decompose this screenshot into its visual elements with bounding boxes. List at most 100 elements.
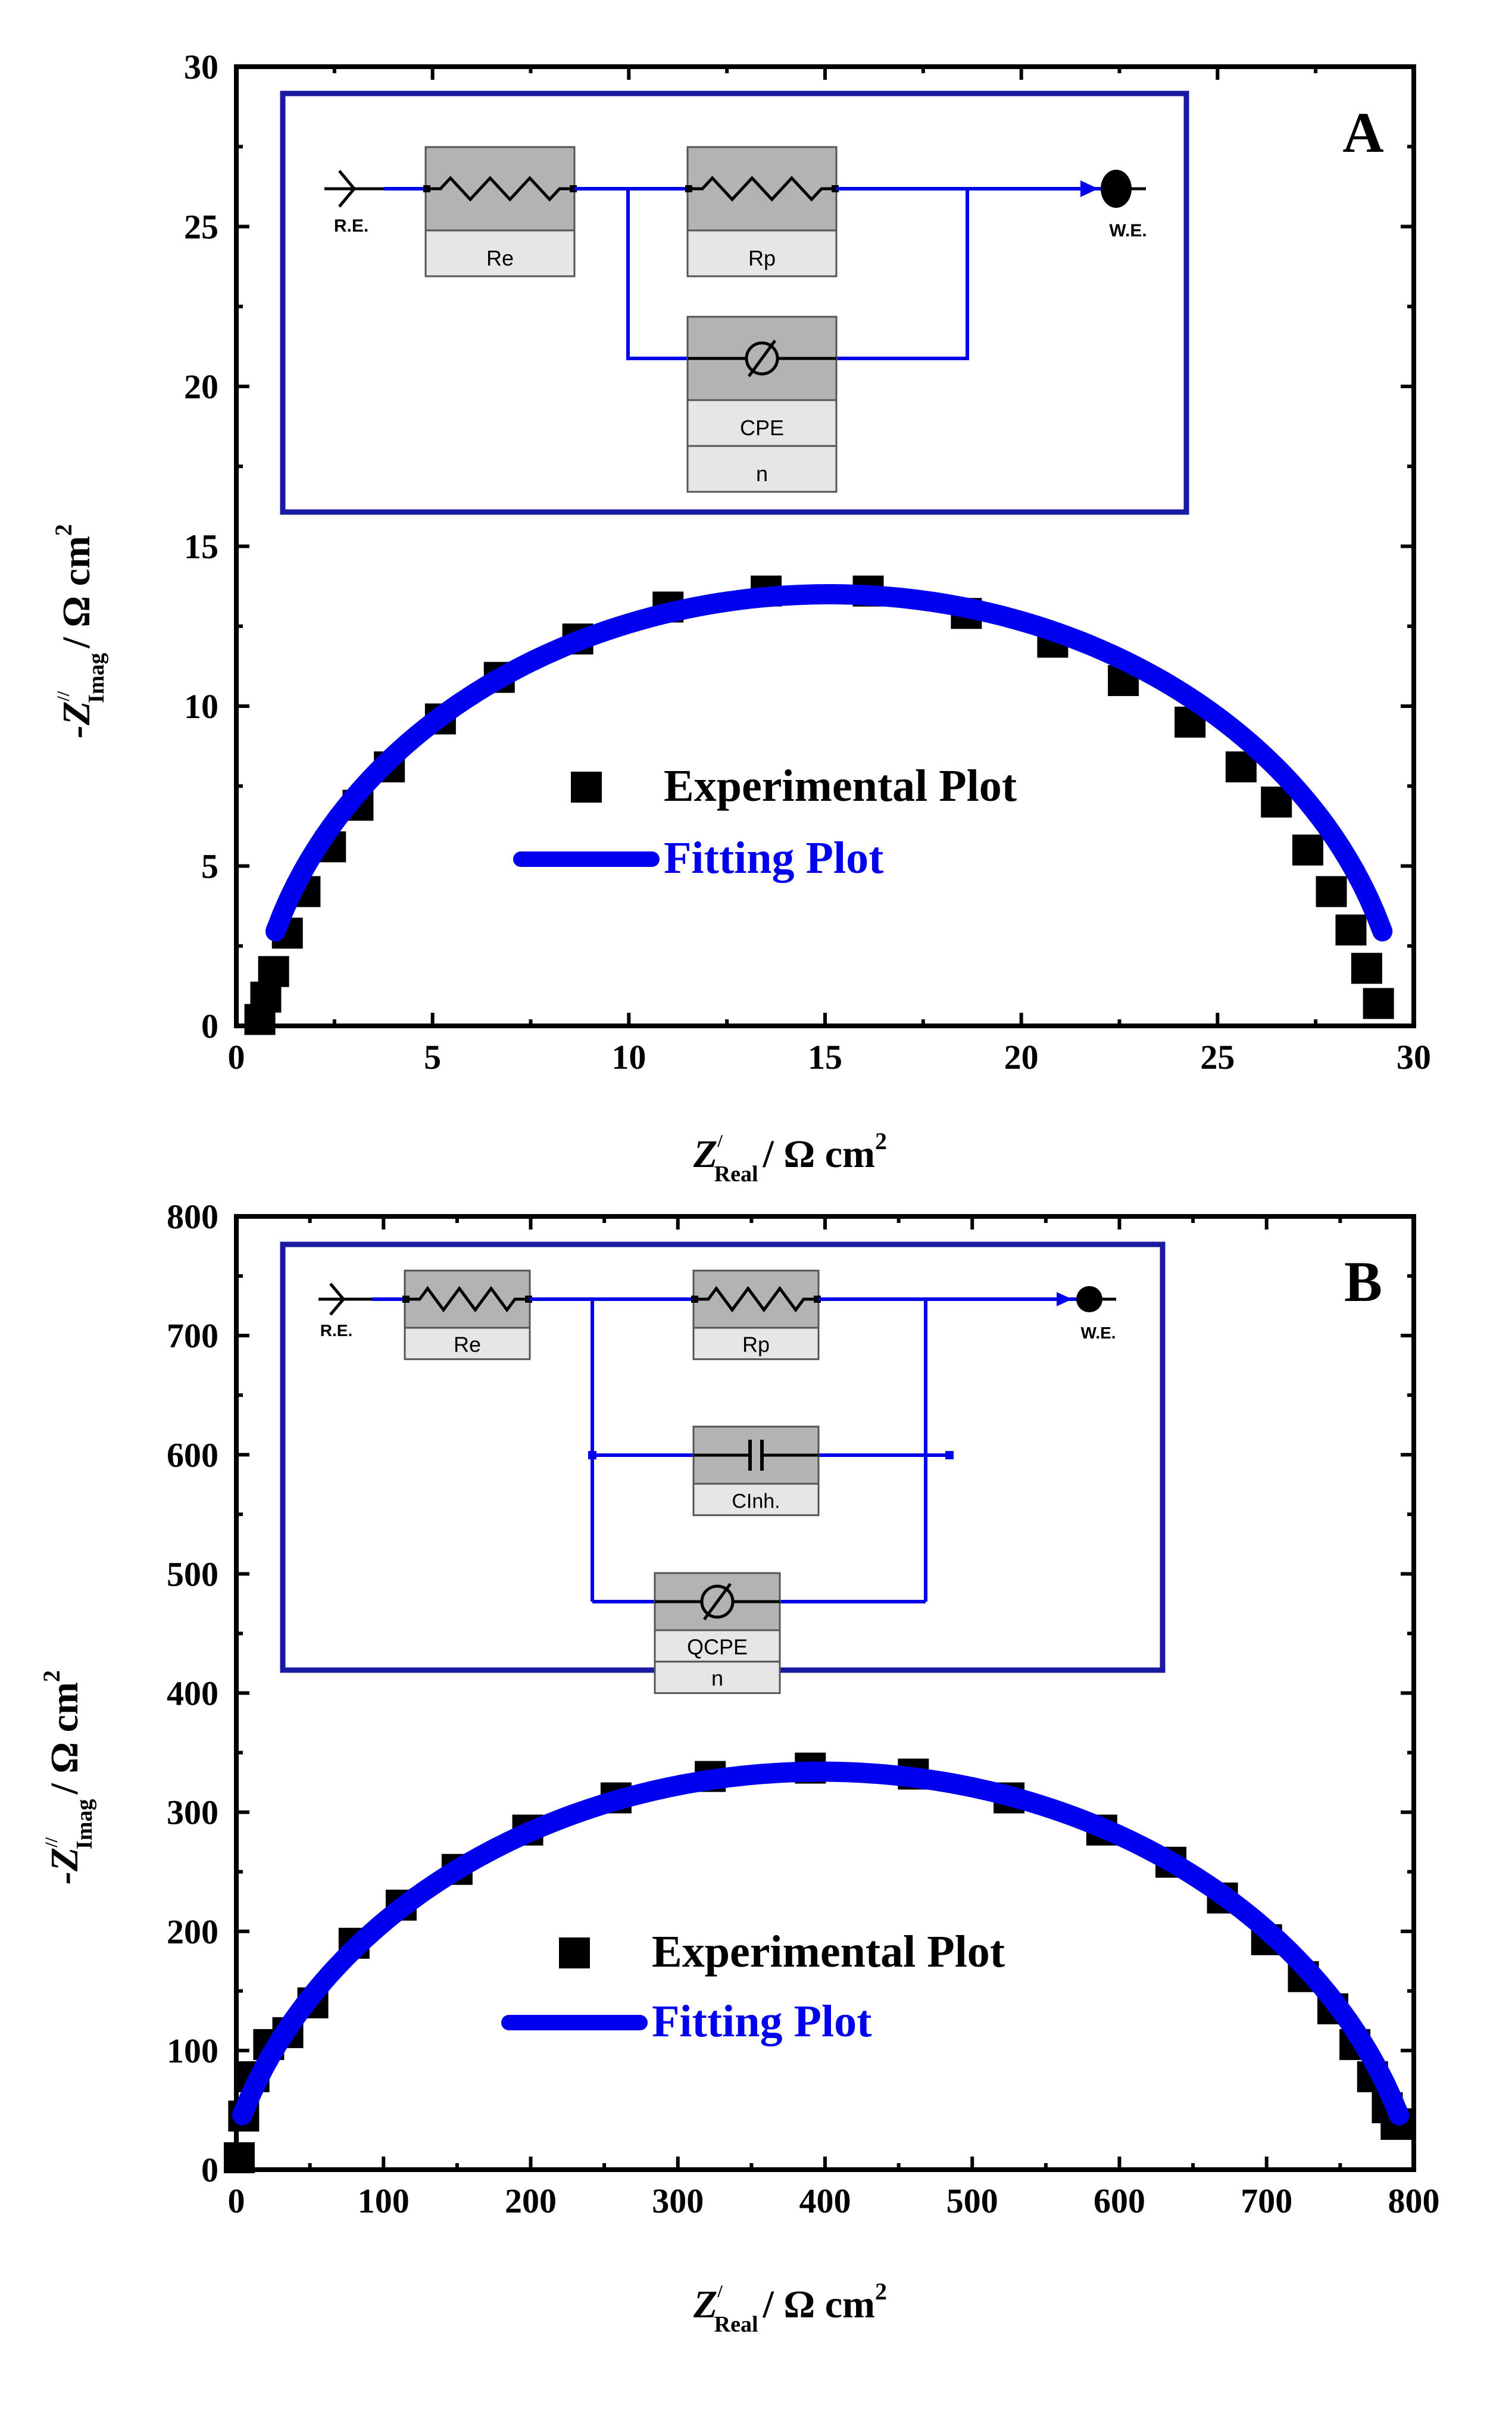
rp-element-label: Rp: [748, 246, 776, 270]
y-label-sup: 2: [38, 1670, 65, 1682]
experimental-point: [1292, 834, 1323, 866]
y-axis-label: -Z// Imag / Ω cm2: [50, 524, 109, 738]
x-label-sub: Real: [714, 1162, 758, 1187]
x-label-prime: /: [717, 2282, 723, 2301]
re-element: Re: [402, 1269, 532, 1361]
y-axis-label: -Z// Imag / Ω cm2: [38, 1670, 97, 1884]
y-tick-label: 0: [201, 2151, 218, 2189]
rp-element: Rp: [685, 146, 839, 277]
legend-experimental-marker: [571, 772, 602, 803]
y-label-main: -Z: [55, 701, 98, 738]
cpe-element-n-label: n: [756, 461, 768, 486]
experimental-point: [1363, 988, 1394, 1019]
cpe-element: CPE n: [686, 316, 838, 493]
y-tick-label: 200: [167, 1912, 218, 1951]
y-label-unit: / Ω cm: [55, 536, 98, 648]
x-tick-label: 200: [505, 2182, 557, 2220]
y-tick-label: 800: [167, 1197, 218, 1236]
experimental-point: [258, 956, 289, 987]
x-tick-label: 5: [424, 1038, 441, 1076]
x-tick-label: 400: [799, 2182, 851, 2220]
axis-ticks: [235, 1215, 1416, 2171]
cpe-element-label: CPE: [740, 416, 784, 440]
re-element-pin-left: [423, 185, 430, 192]
re-label: R.E.: [320, 1321, 352, 1340]
x-label-main: Z: [693, 2283, 717, 2326]
cinh-element-label-box: [692, 1483, 820, 1517]
cap-node-left: [588, 1451, 596, 1459]
rp-element-zigzag: [693, 1285, 819, 1313]
fitting-curve: [232, 1761, 1410, 2126]
x-label-unit: / Ω cm: [763, 1132, 875, 1176]
qcpe-element-n-box: [654, 1661, 781, 1695]
experimental-point: [1351, 953, 1382, 984]
x-tick-label: 800: [1388, 2182, 1440, 2220]
cpe-element-label-box: [686, 399, 838, 447]
y-tick-label: 600: [167, 1436, 218, 1474]
cpe-element-n-box: [686, 445, 838, 493]
we-arrowhead: [1057, 1292, 1072, 1306]
legend-fitting-label: Fitting Plot: [652, 1996, 871, 2046]
rp-element-label: Rp: [742, 1332, 770, 1356]
cinh-element: CInh.: [692, 1425, 820, 1517]
rp-element-pin-left: [685, 185, 692, 192]
x-tick-label: 25: [1200, 1038, 1235, 1076]
re-element-pin-left: [402, 1296, 410, 1303]
y-tick-label: 700: [167, 1316, 218, 1355]
rp-element-label-box: [686, 229, 838, 277]
y-tick-label: 5: [201, 847, 218, 886]
wire-branch-right: [836, 189, 969, 360]
experimental-point: [223, 2142, 255, 2173]
y-tick-label: 100: [167, 2032, 218, 2070]
x-tick-label: 300: [652, 2182, 704, 2220]
panel-B: 0 100 200 300 400 500 600 700 800 0 100 200 300 400 50…: [38, 1197, 1440, 2337]
experimental-point: [1316, 876, 1347, 907]
y-label-main: -Z: [43, 1848, 86, 1884]
x-tick-label: 20: [1004, 1038, 1039, 1076]
re-label: R.E.: [334, 216, 368, 236]
x-label-sub: Real: [714, 2312, 758, 2337]
x-axis-label: Z/ Real / Ω cm2: [693, 1128, 887, 1187]
y-label-sub: Imag: [72, 1799, 97, 1849]
x-tick-label: 30: [1397, 1038, 1431, 1076]
legend: Experimental Plot Fitting Plot: [513, 761, 1017, 883]
experimental-point: [1335, 914, 1367, 946]
cinh-element-label: CInh.: [732, 1490, 780, 1512]
y-tick-label: 20: [184, 367, 218, 406]
y-tick-label: 300: [167, 1793, 218, 1832]
we-label: W.E.: [1080, 1324, 1116, 1342]
x-tick-label: 500: [946, 2182, 998, 2220]
cap-node-right: [945, 1451, 954, 1459]
rp-element-zigzag: [688, 176, 836, 202]
y-tick-label: 15: [184, 528, 218, 566]
circuit-inset: R.E. Re Rp CPE n W.E.: [280, 91, 1189, 515]
re-element-zigzag: [405, 1285, 530, 1313]
cpe-element-slash: [747, 339, 777, 377]
x-tick-label: 600: [1094, 2182, 1145, 2220]
y-tick-label: 0: [201, 1007, 218, 1046]
y-tick-label: 30: [184, 48, 218, 86]
re-element-label-box: [424, 229, 576, 277]
x-tick-label: 0: [228, 2182, 245, 2220]
y-axis-label-group: -Z// Imag / Ω cm2: [38, 1670, 97, 1884]
re-element: Re: [423, 146, 577, 277]
rp-element-pin-left: [691, 1296, 698, 1303]
y-axis-label-group: -Z// Imag / Ω cm2: [50, 524, 109, 738]
y-tick-label: 400: [167, 1674, 218, 1713]
we-dot: [1101, 170, 1132, 208]
x-label-sup: 2: [875, 1128, 887, 1154]
we-label: W.E.: [1109, 221, 1147, 241]
x-tick-label: 0: [228, 1038, 245, 1076]
rp-element-label-box: [692, 1327, 820, 1361]
panel-letter: B: [1344, 1250, 1382, 1313]
rp-element: Rp: [691, 1269, 821, 1361]
y-label-unit: / Ω cm: [43, 1682, 86, 1795]
qcpe-element-n-label: n: [711, 1666, 723, 1690]
y-label-sup: 2: [50, 524, 77, 536]
legend-experimental-marker: [559, 1937, 590, 1968]
qcpe-element: QCPE n: [654, 1572, 781, 1695]
re-element-label-box: [404, 1327, 531, 1361]
y-label-prime: //: [42, 1837, 61, 1848]
